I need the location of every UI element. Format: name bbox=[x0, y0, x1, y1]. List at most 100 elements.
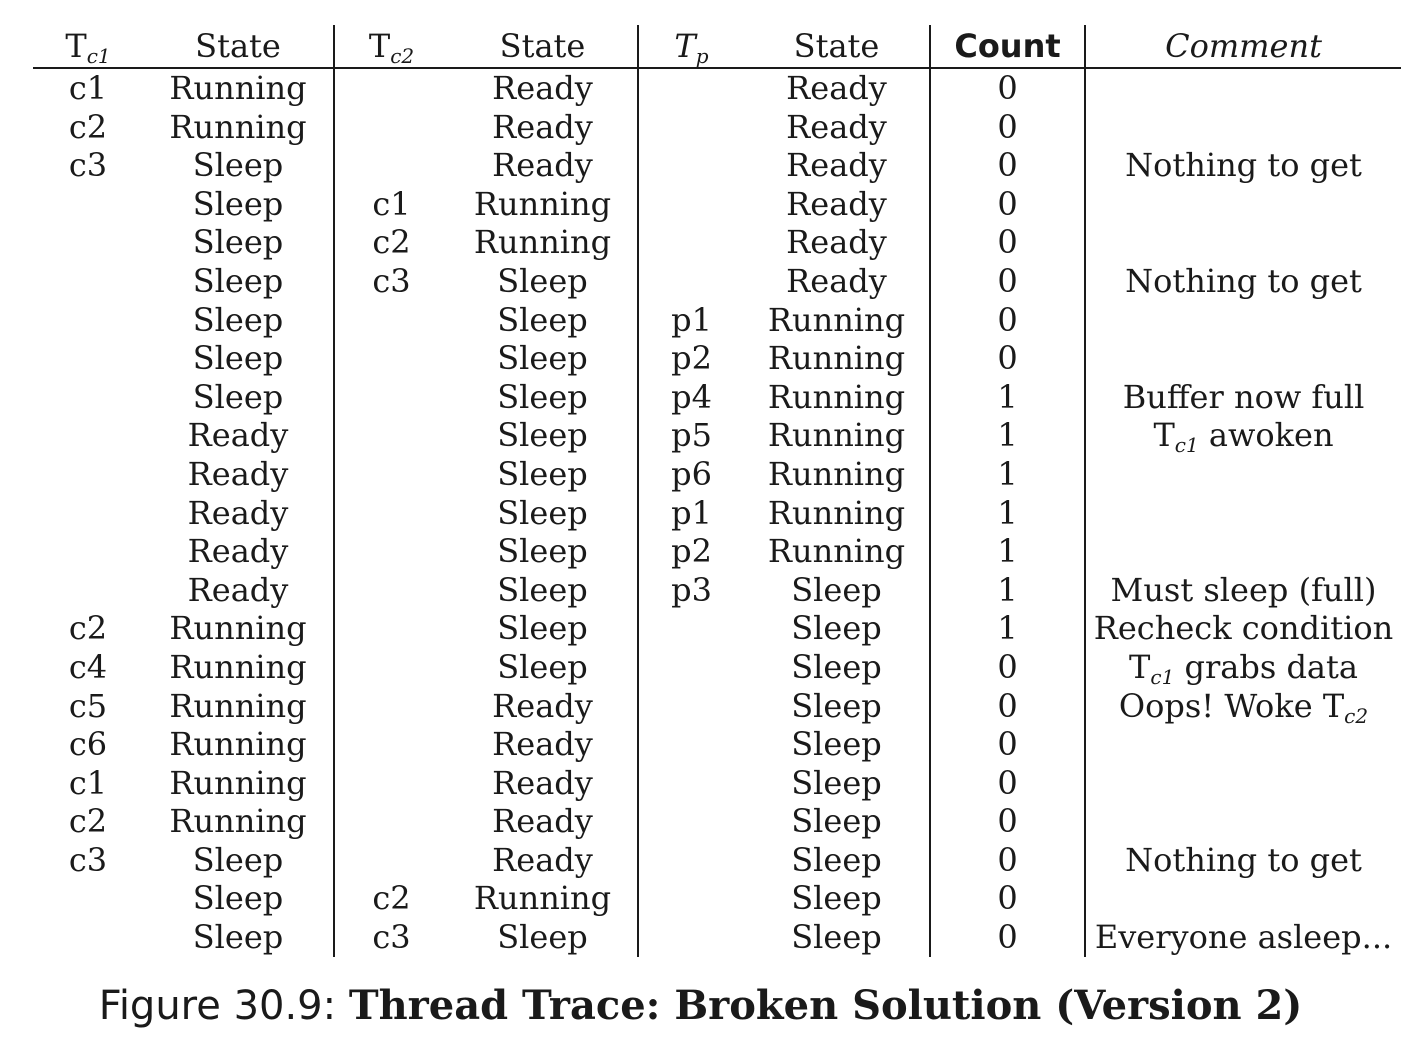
cell-tp: p4 bbox=[671, 377, 712, 416]
cell-comment bbox=[1085, 68, 1401, 108]
cell-tp: p1 bbox=[671, 300, 712, 339]
cell-state-1: Sleep bbox=[143, 840, 335, 880]
table-row: Sleep c2 Running Sleep 0 bbox=[33, 879, 1401, 919]
cell-tp bbox=[638, 687, 744, 726]
cell-comment: Nothing to get bbox=[1125, 840, 1362, 879]
header-state-2: State bbox=[448, 25, 639, 69]
cell-state-3: Ready bbox=[744, 146, 931, 185]
cell-state-3: Running bbox=[744, 454, 931, 494]
header-comment: Comment bbox=[1085, 25, 1401, 69]
cell-state-3: Sleep bbox=[744, 686, 931, 726]
cell-tc1 bbox=[33, 571, 143, 610]
cell-tc2 bbox=[334, 146, 448, 185]
cell-state-3: Running bbox=[744, 300, 931, 340]
table-row: c4 Running Sleep Sleep 0 Tc1 grabs data bbox=[33, 647, 1401, 687]
header-count: Count bbox=[930, 25, 1086, 69]
table-row: c2 Running Ready Ready 0 bbox=[33, 107, 1401, 147]
cell-state-1: Running bbox=[143, 686, 335, 726]
cell-tc1: c5 bbox=[68, 686, 108, 725]
cell-count: 1 bbox=[930, 493, 1086, 533]
cell-count: 1 bbox=[930, 532, 1086, 571]
cell-state-1: Sleep bbox=[143, 223, 335, 262]
table-row: c1 Running Ready Sleep 0 bbox=[33, 763, 1401, 803]
cell-tc2 bbox=[334, 571, 448, 610]
table-row: c3 Sleep Ready Sleep 0 Nothing to get bbox=[33, 840, 1401, 880]
cell-comment: Buffer now full bbox=[1122, 377, 1365, 416]
cell-state-2: Sleep bbox=[448, 609, 639, 648]
cell-state-3: Sleep bbox=[744, 802, 931, 841]
cell-state-2: Ready bbox=[448, 68, 639, 108]
cell-state-3: Ready bbox=[744, 107, 931, 147]
caption-prefix: Figure 30.9: bbox=[98, 983, 349, 1029]
cell-tc2: c2 bbox=[372, 879, 411, 918]
cell-tc1 bbox=[33, 185, 143, 224]
cell-count: 1 bbox=[930, 609, 1086, 648]
cell-comment bbox=[1085, 725, 1401, 764]
cell-state-1: Running bbox=[143, 107, 335, 147]
cell-tc1 bbox=[33, 455, 143, 494]
cell-tc1 bbox=[33, 301, 143, 340]
cell-tc1 bbox=[33, 532, 143, 571]
cell-state-1: Sleep bbox=[143, 918, 335, 957]
header-tp: Tp bbox=[638, 25, 744, 69]
cell-tc2 bbox=[334, 802, 448, 841]
table-row: Ready Sleep p5 Running 1 Tc1 awoken bbox=[33, 416, 1401, 455]
cell-tc1 bbox=[33, 879, 143, 918]
cell-comment bbox=[1085, 879, 1401, 918]
header-state-1: State bbox=[143, 25, 335, 69]
cell-state-1: Running bbox=[143, 763, 335, 803]
cell-count: 1 bbox=[930, 377, 1086, 417]
header-row: Tc1 State Tc2 State Tp State Count Comme… bbox=[33, 25, 1401, 69]
cell-tc1: c1 bbox=[68, 69, 108, 107]
cell-tp: p5 bbox=[671, 416, 712, 455]
cell-state-2: Sleep bbox=[448, 339, 639, 378]
cell-state-3: Ready bbox=[744, 184, 931, 224]
cell-tc1: c1 bbox=[68, 763, 108, 802]
cell-tc2 bbox=[334, 68, 448, 108]
header-tc1: Tc1 bbox=[33, 25, 143, 69]
cell-comment: Nothing to get bbox=[1125, 146, 1362, 185]
cell-state-1: Running bbox=[143, 609, 335, 648]
header-state-3: State bbox=[744, 25, 931, 69]
cell-count: 0 bbox=[930, 725, 1086, 764]
cell-tc2 bbox=[334, 378, 448, 417]
cell-state-2: Sleep bbox=[448, 300, 639, 340]
cell-count: 0 bbox=[930, 918, 1086, 957]
cell-comment bbox=[1085, 455, 1401, 494]
cell-tc2: c1 bbox=[372, 184, 411, 223]
cell-state-2: Sleep bbox=[448, 918, 639, 957]
cell-state-3: Running bbox=[744, 416, 931, 455]
cell-tp bbox=[638, 68, 744, 108]
cell-tp: p1 bbox=[671, 493, 712, 532]
cell-comment bbox=[1085, 301, 1401, 340]
cell-comment bbox=[1085, 802, 1401, 841]
cell-state-1: Sleep bbox=[143, 261, 335, 301]
cell-comment bbox=[1085, 764, 1401, 803]
table-row: Sleep Sleep p2 Running 0 bbox=[33, 339, 1401, 378]
cell-state-2: Running bbox=[448, 184, 639, 224]
cell-comment bbox=[1085, 108, 1401, 147]
cell-tp bbox=[638, 841, 744, 880]
table-row: Sleep c2 Running Ready 0 bbox=[33, 223, 1401, 262]
cell-tp: p2 bbox=[671, 532, 712, 571]
cell-tp bbox=[638, 764, 744, 803]
cell-tp bbox=[638, 609, 744, 648]
cell-count: 0 bbox=[930, 686, 1086, 726]
cell-state-2: Sleep bbox=[448, 647, 639, 687]
cell-tc1 bbox=[33, 918, 143, 957]
table-row: Sleep c3 Sleep Sleep 0 Everyone asleep... bbox=[33, 918, 1401, 957]
cell-count: 0 bbox=[930, 146, 1086, 185]
cell-state-2: Sleep bbox=[448, 493, 639, 533]
cell-comment bbox=[1085, 185, 1401, 224]
cell-comment: Nothing to get bbox=[1125, 261, 1362, 300]
cell-tp bbox=[638, 725, 744, 764]
cell-state-1: Running bbox=[143, 802, 335, 841]
cell-state-1: Running bbox=[143, 68, 335, 108]
cell-comment bbox=[1085, 532, 1401, 571]
cell-state-3: Sleep bbox=[744, 918, 931, 957]
cell-state-3: Running bbox=[744, 377, 931, 417]
cell-tc2 bbox=[334, 455, 448, 494]
cell-count: 0 bbox=[930, 68, 1086, 108]
cell-state-2: Ready bbox=[448, 725, 639, 764]
cell-state-1: Ready bbox=[143, 532, 335, 571]
